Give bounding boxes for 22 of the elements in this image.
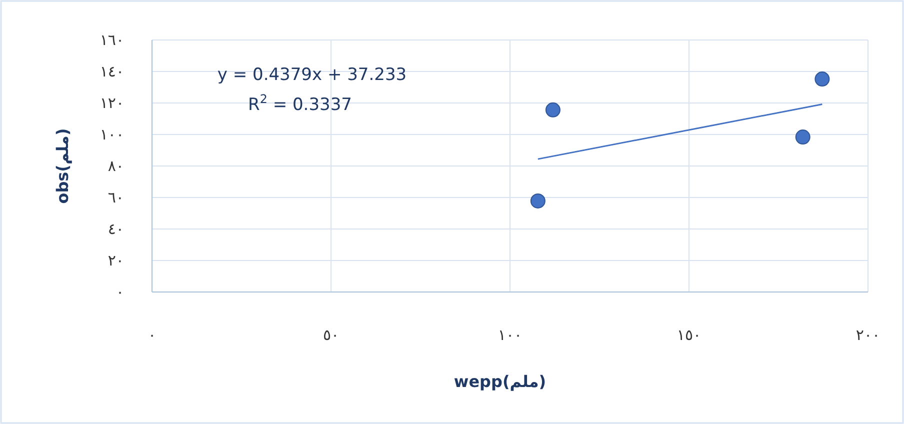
y-tick-label: ١٤٠: [100, 62, 124, 80]
y-tick-label: ٦٠: [108, 188, 124, 206]
point: [545, 102, 560, 118]
x-tick-label: ١٠٠: [498, 326, 522, 344]
y-axis-title: obs(ملم): [53, 128, 72, 204]
y-tick-label: ١٢٠: [100, 94, 124, 112]
y-tick-label: ٠: [116, 283, 124, 301]
x-tick-label: ٠: [148, 326, 156, 344]
x-tick-label: ١٥٠: [676, 326, 702, 344]
x-tick-label: ٢٠٠: [856, 326, 880, 344]
y-tick-label: ٤٠: [108, 220, 124, 238]
y-tick-label: ١٦٠: [100, 31, 124, 49]
point: [795, 130, 810, 145]
y-tick-label: ١٠٠: [100, 126, 124, 144]
point: [814, 72, 830, 87]
x-tick-label: ٥٠: [322, 326, 340, 344]
point: [530, 193, 546, 208]
y-tick-label: ٢٠: [108, 252, 124, 270]
annotation: y = 0.4379x + 37.233: [217, 65, 407, 85]
annotation: R$^{2}$ = 0.3337: [248, 92, 352, 115]
x-axis-title: wepp(ملم): [454, 372, 546, 391]
y-tick-label: ٨٠: [108, 157, 124, 175]
